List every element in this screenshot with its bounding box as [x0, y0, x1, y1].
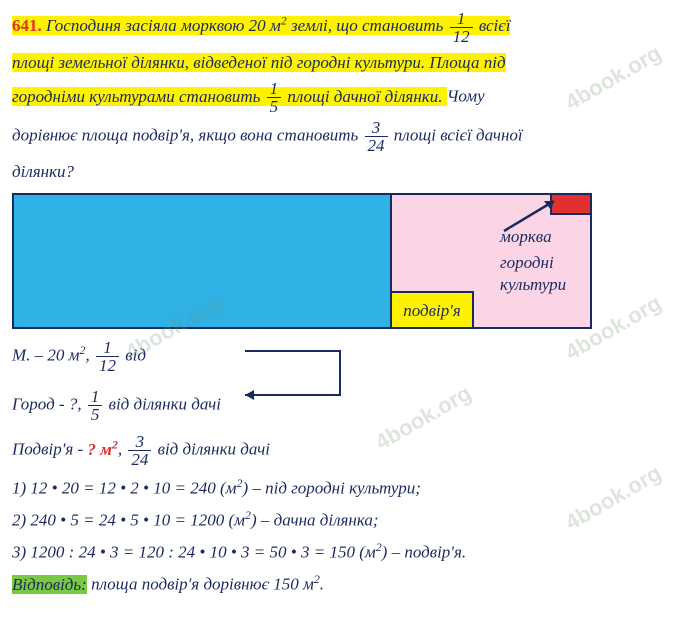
solution-block: 1) 12 • 20 = 12 • 2 • 10 = 240 (м2) – пі… — [12, 474, 683, 597]
text: від ділянки дачі — [104, 395, 221, 414]
solution-step-1: 1) 12 • 20 = 12 • 2 • 10 = 240 (м2) – пі… — [12, 474, 683, 502]
bracket-arrow-icon — [240, 349, 350, 401]
text: Подвір'я - — [12, 440, 87, 459]
diagram-blue-region — [14, 195, 392, 327]
given-block: М. – 20 м2, 112 від Город - ?, 15 від ді… — [12, 339, 683, 468]
answer-label: Відповідь: — [12, 575, 87, 594]
text: Город - ?, — [12, 395, 86, 414]
text: ділянки? — [12, 162, 74, 181]
text: площі дачної ділянки. — [283, 87, 447, 106]
solution-step-2: 2) 240 • 5 = 24 • 5 • 10 = 1200 (м2) – д… — [12, 506, 683, 534]
text: ) – під городні культури; — [242, 479, 420, 498]
text: дорівнює площа подвір'я, якщо вона стано… — [12, 126, 363, 145]
text: . — [320, 575, 324, 594]
fraction: 324 — [365, 119, 388, 154]
text: , — [85, 346, 94, 365]
diagram-label-podvirya: подвір'я — [403, 297, 461, 324]
problem-line-2: площі земельної ділянки, відведеної під … — [12, 49, 683, 76]
text: ) – дачна ділянка; — [251, 511, 379, 530]
fraction: 15 — [88, 388, 103, 423]
diagram-label-gorodni-2: культури — [500, 271, 566, 298]
text: землі, що становить — [287, 16, 448, 35]
text: городніми культурами становить — [12, 87, 265, 106]
fraction: 112 — [96, 339, 119, 374]
text: від — [121, 346, 146, 365]
text: площі земельної ділянки, відведеної під … — [12, 53, 506, 72]
problem-number: 641. — [12, 16, 42, 35]
problem-line-5: ділянки? — [12, 158, 683, 185]
text: 2) 240 • 5 = 24 • 5 • 10 = 1200 (м — [12, 511, 245, 530]
problem-line-1: 641. Господиня засіяла морквою 20 м2 зем… — [12, 10, 683, 45]
fraction: 324 — [128, 433, 151, 468]
solution-step-3: 3) 1200 : 24 • 3 = 120 : 24 • 10 • 3 = 5… — [12, 538, 683, 566]
problem-line-4: дорівнює площа подвір'я, якщо вона стано… — [12, 119, 683, 154]
text: площа подвір'я дорівнює 150 м — [87, 575, 314, 594]
diagram-yellow-region: подвір'я — [392, 291, 474, 327]
area-diagram: подвір'я морква городні культури — [12, 193, 592, 329]
text: площі всієї дачної — [390, 126, 523, 145]
fraction: 112 — [450, 10, 473, 45]
text: Господиня засіяла морквою 20 м — [46, 16, 281, 35]
text: М. – 20 м — [12, 346, 80, 365]
answer-line: Відповідь: площа подвір'я дорівнює 150 м… — [12, 570, 683, 598]
diagram-label-morkva: морква — [500, 223, 552, 250]
text: 1) 12 • 20 = 12 • 2 • 10 = 240 (м — [12, 479, 236, 498]
text: від ділянки дачі — [153, 440, 270, 459]
given-podvirya: Подвір'я - ? м2, 324 від ділянки дачі — [12, 433, 683, 468]
text: Чому — [447, 87, 485, 106]
text: 3) 1200 : 24 • 3 = 120 : 24 • 10 • 3 = 5… — [12, 543, 376, 562]
text: ? м — [87, 440, 111, 459]
text: всієї — [475, 16, 511, 35]
problem-statement: 641. Господиня засіяла морквою 20 м2 зем… — [12, 10, 683, 185]
text: , — [118, 440, 127, 459]
fraction: 15 — [267, 80, 282, 115]
problem-line-3: городніми культурами становить 15 площі … — [12, 80, 683, 115]
text: ) – подвір'я. — [382, 543, 466, 562]
